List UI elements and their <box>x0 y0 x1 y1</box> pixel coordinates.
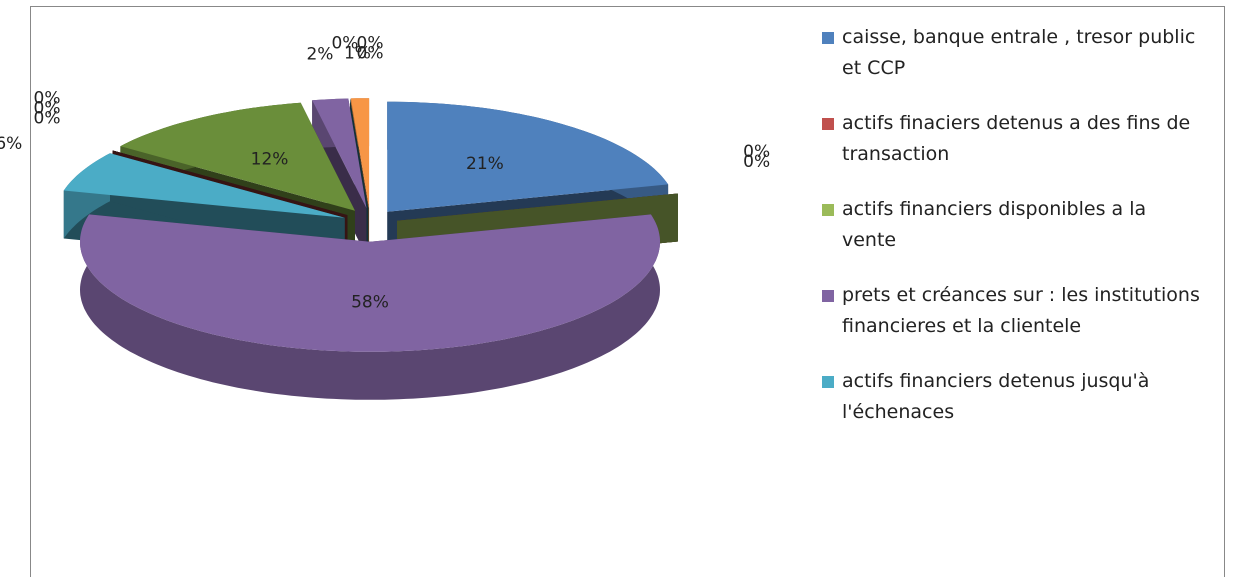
legend-label: caisse, banque entrale , tresor public e… <box>842 26 1196 79</box>
legend-label: actifs financiers detenus jusqu'à l'éche… <box>842 370 1150 423</box>
slice <box>387 101 669 212</box>
legend-swatch <box>822 118 834 130</box>
slice <box>312 98 367 209</box>
legend-swatch <box>822 376 834 388</box>
data-label: 58% <box>351 292 389 312</box>
data-label: 2% <box>306 45 333 65</box>
legend-entry: actifs finaciers detenus a des fins de t… <box>822 108 1202 170</box>
slice <box>120 102 356 211</box>
legend-label: prets et créances sur : les institutions… <box>842 284 1200 337</box>
legend-label: actifs financiers disponibles a la vente <box>842 198 1147 251</box>
data-label: 1% <box>344 43 371 63</box>
slice <box>80 214 660 352</box>
data-label: 0% <box>357 43 384 63</box>
legend-entry: caisse, banque entrale , tresor public e… <box>822 22 1202 84</box>
data-label: 21% <box>466 154 504 174</box>
data-label: 0% <box>743 142 770 162</box>
data-label: 0% <box>34 108 61 128</box>
chart-frame <box>30 6 1225 577</box>
slice <box>63 153 345 218</box>
data-label: 0% <box>34 88 61 108</box>
data-label: 0% <box>331 34 358 54</box>
data-label: 0% <box>357 33 384 53</box>
data-label: 12% <box>251 150 289 170</box>
legend-swatch <box>822 32 834 44</box>
data-label: 0% <box>34 98 61 118</box>
data-label: 0% <box>743 152 770 172</box>
legend: caisse, banque entrale , tresor public e… <box>822 22 1202 452</box>
legend-entry: prets et créances sur : les institutions… <box>822 280 1202 342</box>
data-label: 6% <box>0 134 22 154</box>
legend-entry: actifs financiers detenus jusqu'à l'éche… <box>822 366 1202 428</box>
slice <box>350 98 370 209</box>
legend-swatch <box>822 290 834 302</box>
legend-label: actifs finaciers detenus a des fins de t… <box>842 112 1191 165</box>
slice-side <box>80 214 660 400</box>
legend-swatch <box>822 204 834 216</box>
legend-entry: actifs financiers disponibles a la vente <box>822 194 1202 256</box>
